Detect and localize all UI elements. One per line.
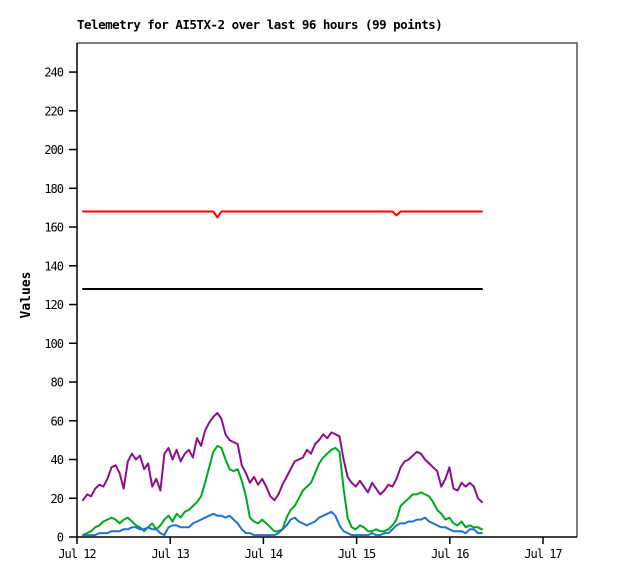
y-tick-label: 40 <box>51 453 64 467</box>
y-axis-title: Values <box>19 272 34 319</box>
y-tick-label: 180 <box>44 182 63 196</box>
y-tick-label: 100 <box>44 337 63 351</box>
y-tick-label: 160 <box>44 221 63 235</box>
y-tick-label: 120 <box>44 298 63 312</box>
x-tick-label: Jul 17 <box>524 547 562 561</box>
x-tick-label: Jul 15 <box>338 547 376 561</box>
y-tick-label: 240 <box>44 66 63 80</box>
plot-frame <box>77 42 578 537</box>
y-tick-label: 60 <box>51 414 64 428</box>
x-tick-label: Jul 13 <box>152 547 190 561</box>
chart-title: Telemetry for AI5TX-2 over last 96 hours… <box>77 17 443 32</box>
y-tick-label: 0 <box>57 531 64 545</box>
x-tick-label: Jul 14 <box>245 547 283 561</box>
y-tick-label: 220 <box>44 104 63 118</box>
x-tick-label: Jul 12 <box>58 547 96 561</box>
y-tick-label: 20 <box>51 492 64 506</box>
series-line-green <box>82 444 483 537</box>
x-tick-label: Jul 16 <box>431 547 469 561</box>
series-line-blue <box>82 510 483 537</box>
y-tick-label: 140 <box>44 259 63 273</box>
series-line-red <box>82 210 483 219</box>
series-line-purple <box>82 412 483 504</box>
y-tick-label: 80 <box>51 376 64 390</box>
y-tick-label: 200 <box>44 143 63 157</box>
